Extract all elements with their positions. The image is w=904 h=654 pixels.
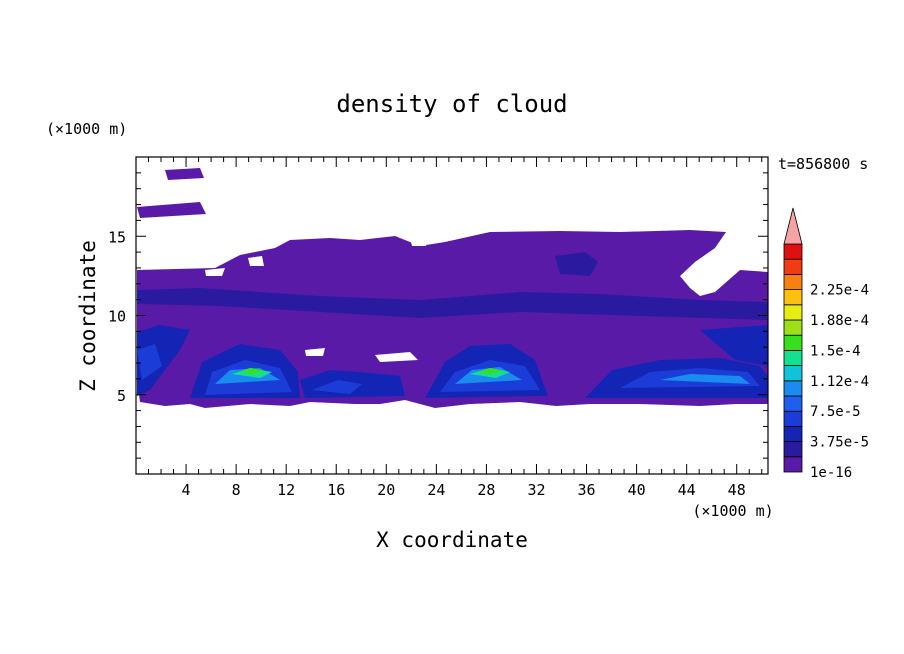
x-tick-label: 12	[277, 481, 295, 499]
x-tick-label: 20	[377, 481, 395, 499]
colorbar-label: 3.75e-5	[810, 435, 869, 451]
x-tick-labels: 4 8 12 16 20 24 28 32 36 40 44 48	[182, 481, 746, 499]
colorbar-swatch	[784, 305, 802, 320]
x-unit-label: (×1000 m)	[692, 502, 773, 520]
chart-title: density of cloud	[336, 90, 567, 118]
x-tick-label: 44	[678, 481, 696, 499]
colorbar-swatch	[784, 290, 802, 305]
y-tick-label: 10	[108, 308, 126, 326]
colorbar-swatch	[784, 411, 802, 426]
colorbar-swatch	[784, 320, 802, 335]
x-tick-label: 32	[527, 481, 545, 499]
time-label: t=856800 s	[778, 155, 868, 173]
y-tick-label: 5	[117, 387, 126, 405]
colorbar-swatch	[784, 350, 802, 365]
colorbar-label: 1.12e-4	[810, 374, 869, 390]
colorbar-label: 1e-16	[810, 465, 852, 481]
colorbar-label: 1.88e-4	[810, 313, 869, 329]
colorbar-swatch	[784, 457, 802, 472]
x-tick-label: 24	[427, 481, 445, 499]
x-tick-label: 28	[477, 481, 495, 499]
colorbar-swatch	[784, 396, 802, 411]
y-tick-labels: 5 10 15	[108, 228, 126, 405]
x-tick-label: 4	[182, 481, 191, 499]
colorbar-swatch	[784, 381, 802, 396]
colorbar-swatch	[784, 259, 802, 274]
colorbar-swatch	[784, 442, 802, 457]
cloud-field	[137, 168, 768, 408]
colorbar-overflow-arrow	[784, 208, 802, 244]
colorbar-swatch	[784, 426, 802, 441]
x-tick-label: 8	[232, 481, 241, 499]
y-unit-label: (×1000 m)	[46, 120, 127, 138]
colorbar-swatch	[784, 366, 802, 381]
x-tick-label: 48	[728, 481, 746, 499]
colorbar-swatch	[784, 335, 802, 350]
colorbar-swatch	[784, 274, 802, 289]
x-tick-label: 36	[578, 481, 596, 499]
y-tick-label: 15	[108, 228, 126, 246]
colorbar	[784, 208, 802, 472]
x-axis-label: X coordinate	[376, 528, 528, 552]
colorbar-swatch	[784, 244, 802, 259]
x-tick-label: 16	[327, 481, 345, 499]
colorbar-label: 7.5e-5	[810, 404, 861, 420]
colorbar-label: 2.25e-4	[810, 283, 869, 299]
y-axis-label: Z coordinate	[76, 240, 100, 392]
colorbar-labels: 1e-16 3.75e-5 7.5e-5 1.12e-4 1.5e-4 1.88e-4 2.…	[810, 283, 869, 481]
colorbar-label: 1.5e-4	[810, 343, 861, 359]
x-tick-label: 40	[628, 481, 646, 499]
